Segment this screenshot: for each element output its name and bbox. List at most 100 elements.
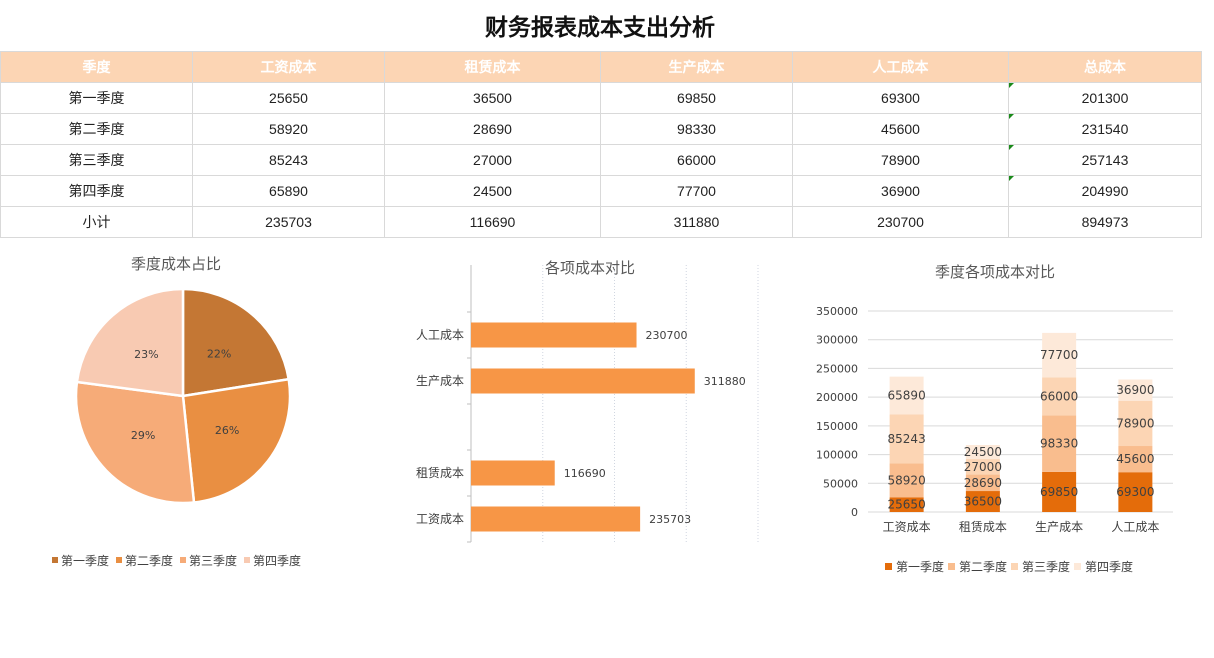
table-cell[interactable]: 257143 (1008, 144, 1202, 176)
y-tick-label: 200000 (816, 391, 858, 404)
y-tick-label: 300000 (816, 334, 858, 347)
table-cell[interactable]: 24500 (384, 175, 601, 207)
pie-slice (181, 377, 292, 504)
table-row: 第二季度 58920 28690 98330 45600 231540 (0, 113, 1202, 145)
stacked-segment (1118, 446, 1153, 473)
y-tick-label: 100000 (816, 449, 858, 462)
bar-data-label: 116690 (564, 467, 606, 480)
legend-swatch (244, 557, 250, 563)
x-category-label: 人工成本 (1111, 520, 1159, 534)
stacked-segment (965, 459, 1000, 475)
segment-data-label: 69300 (1116, 485, 1154, 499)
table-cell[interactable]: 第一季度 (0, 82, 193, 114)
pie-data-label: 22% (207, 348, 231, 361)
table-row: 第四季度 65890 24500 77700 36900 204990 (0, 175, 1202, 207)
y-tick-label: 150000 (816, 420, 858, 433)
segment-data-label: 27000 (964, 460, 1002, 474)
segment-data-label: 69850 (1040, 485, 1078, 499)
stacked-segment (1042, 415, 1077, 472)
table-cell[interactable]: 45600 (792, 113, 1009, 145)
category-label: 工资成本 (416, 512, 464, 526)
column-header: 工资成本 (192, 51, 385, 83)
table-cell[interactable]: 894973 (1008, 206, 1202, 238)
pie-data-label: 26% (215, 424, 239, 437)
table-cell[interactable]: 85243 (192, 144, 385, 176)
table-cell[interactable]: 235703 (192, 206, 385, 238)
cost-table: 季度 工资成本 租赁成本 生产成本 人工成本 总成本 第一季度 25650 36500 6985… (0, 51, 1202, 238)
table-row: 第一季度 25650 36500 69850 69300 201300 (0, 82, 1202, 114)
table-cell[interactable]: 小计 (0, 206, 193, 238)
table-cell[interactable]: 231540 (1008, 113, 1202, 145)
stacked-title: 季度各项成本对比 (935, 263, 1055, 281)
x-category-label: 工资成本 (883, 520, 931, 534)
y-tick-label: 0 (851, 506, 858, 519)
column-header: 总成本 (1008, 51, 1202, 83)
table-cell[interactable]: 第三季度 (0, 144, 193, 176)
bar-data-label: 311880 (704, 375, 746, 388)
legend-swatch (180, 557, 186, 563)
category-label: 生产成本 (416, 374, 464, 388)
segment-data-label: 25650 (888, 498, 926, 512)
legend-swatch (885, 563, 892, 570)
column-header: 人工成本 (792, 51, 1009, 83)
legend-label: 第二季度 (959, 559, 1007, 574)
legend-label: 第一季度 (61, 553, 109, 568)
segment-data-label: 66000 (1040, 389, 1078, 403)
table-row: 小计 235703 116690 311880 230700 894973 (0, 206, 1202, 238)
table-cell[interactable]: 230700 (792, 206, 1009, 238)
pie-title: 季度成本占比 (131, 255, 221, 273)
segment-data-label: 85243 (888, 432, 926, 446)
segment-data-label: 78900 (1116, 416, 1154, 430)
stacked-segment (889, 376, 924, 415)
legend-swatch (116, 557, 122, 563)
bar-data-label: 230700 (646, 329, 688, 342)
column-header: 生产成本 (600, 51, 793, 83)
segment-data-label: 65890 (888, 389, 926, 403)
legend-label: 第四季度 (1085, 559, 1133, 574)
bar-data-label: 235703 (649, 513, 691, 526)
segment-data-label: 36500 (964, 495, 1002, 509)
legend-label: 第三季度 (189, 553, 237, 568)
column-header: 租赁成本 (384, 51, 601, 83)
segment-data-label: 98330 (1040, 437, 1078, 451)
bar-title: 各项成本对比 (545, 259, 635, 277)
category-label: 租赁成本 (416, 466, 464, 480)
legend-swatch (52, 557, 58, 563)
table-cell[interactable]: 77700 (600, 175, 793, 207)
table-header-row: 季度 工资成本 租赁成本 生产成本 人工成本 总成本 (0, 51, 1202, 83)
y-tick-label: 50000 (823, 477, 858, 490)
legend-label: 第四季度 (253, 553, 301, 568)
stacked-segment (1042, 377, 1077, 416)
segment-data-label: 45600 (1116, 452, 1154, 466)
legend-label: 第二季度 (125, 553, 173, 568)
stacked-segment (965, 474, 1000, 492)
pie-slice (181, 287, 291, 398)
page-title: 财务报表成本支出分析 (485, 15, 715, 41)
bar (471, 506, 641, 532)
table-cell[interactable]: 201300 (1008, 82, 1202, 114)
legend-label: 第一季度 (896, 559, 944, 574)
stacked-segment (1042, 332, 1077, 378)
stacked-segment (889, 497, 924, 512)
column-header: 季度 (0, 51, 193, 83)
table-cell[interactable]: 25650 (192, 82, 385, 114)
bar (471, 322, 637, 348)
stacked-segment (965, 491, 1000, 512)
stacked-segment (889, 463, 924, 498)
table-cell[interactable]: 第四季度 (0, 175, 193, 207)
y-tick-label: 250000 (816, 362, 858, 375)
category-label: 人工成本 (416, 328, 464, 342)
table-cell[interactable]: 311880 (600, 206, 793, 238)
table-cell[interactable]: 第二季度 (0, 113, 193, 145)
table-cell[interactable]: 28690 (384, 113, 601, 145)
x-category-label: 生产成本 (1035, 520, 1083, 534)
table-cell[interactable]: 69850 (600, 82, 793, 114)
table-cell[interactable]: 36500 (384, 82, 601, 114)
bar (471, 460, 555, 486)
stacked-segment (965, 444, 1000, 460)
legend-swatch (1011, 563, 1018, 570)
stacked-segment (889, 414, 924, 464)
segment-data-label: 58920 (888, 473, 926, 487)
legend-label: 第三季度 (1022, 559, 1070, 574)
